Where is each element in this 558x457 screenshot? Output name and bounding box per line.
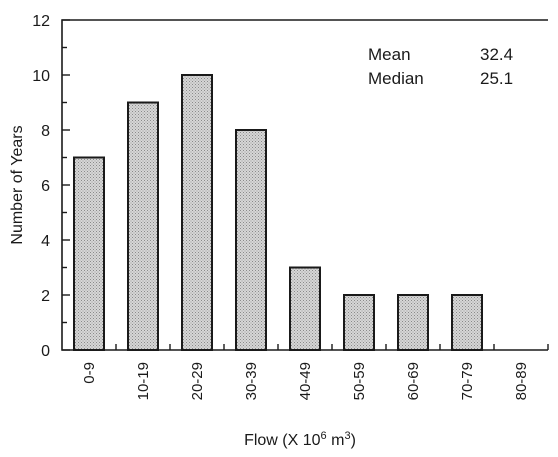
stat-label: Median	[368, 69, 424, 88]
y-tick-label: 6	[41, 178, 50, 195]
y-axis-title: Number of Years	[9, 125, 26, 244]
bars-group	[73, 74, 483, 351]
plot-frame	[61, 19, 548, 351]
y-tick-label: 8	[41, 123, 50, 140]
y-tick-label: 4	[41, 233, 50, 250]
bar-70-79	[451, 294, 483, 351]
x-tick-label: 80-89	[513, 362, 530, 400]
x-tick-label: 10-19	[135, 362, 152, 400]
x-axis-title-prefix: Flow (X 10	[244, 432, 321, 449]
x-axis-title: Flow (X 106 m3)	[244, 430, 356, 449]
stat-label: Mean	[368, 45, 411, 64]
bar-30-39	[235, 129, 267, 351]
x-axis-ticks: 0-9 10-19 20-29 30-39 40-49 50-59 60-69 70-79 80…	[81, 344, 549, 400]
x-axis-title-exponent: 6	[321, 430, 327, 442]
bar-10-19	[127, 101, 159, 351]
bar-60-69	[397, 294, 429, 351]
x-tick-label: 0-9	[81, 362, 98, 384]
x-tick-label: 30-39	[243, 362, 260, 400]
y-tick-label: 2	[41, 288, 50, 305]
x-tick-label: 20-29	[189, 362, 206, 400]
bar-0-9	[73, 156, 105, 351]
bar-50-59	[343, 294, 375, 351]
y-tick-label: 0	[41, 343, 50, 360]
bar-40-49	[289, 266, 321, 351]
x-tick-label: 60-69	[405, 362, 422, 400]
x-axis-title-unit-exponent: 3	[344, 430, 350, 442]
stat-value: 25.1	[480, 69, 513, 88]
stats-annotation: Mean 32.4 Median 25.1	[368, 45, 513, 88]
x-axis-title-suffix: )	[351, 432, 356, 449]
stat-value: 32.4	[480, 45, 513, 64]
y-axis-ticks: 0 2 4 6 8 10 12	[32, 13, 70, 360]
y-tick-label: 10	[32, 68, 50, 85]
x-tick-label: 50-59	[351, 362, 368, 400]
x-tick-label: 70-79	[459, 362, 476, 400]
x-tick-label: 40-49	[297, 362, 314, 400]
y-tick-label: 12	[32, 13, 50, 30]
bar-20-29	[181, 74, 213, 351]
x-axis-title-unit: m	[327, 432, 345, 449]
